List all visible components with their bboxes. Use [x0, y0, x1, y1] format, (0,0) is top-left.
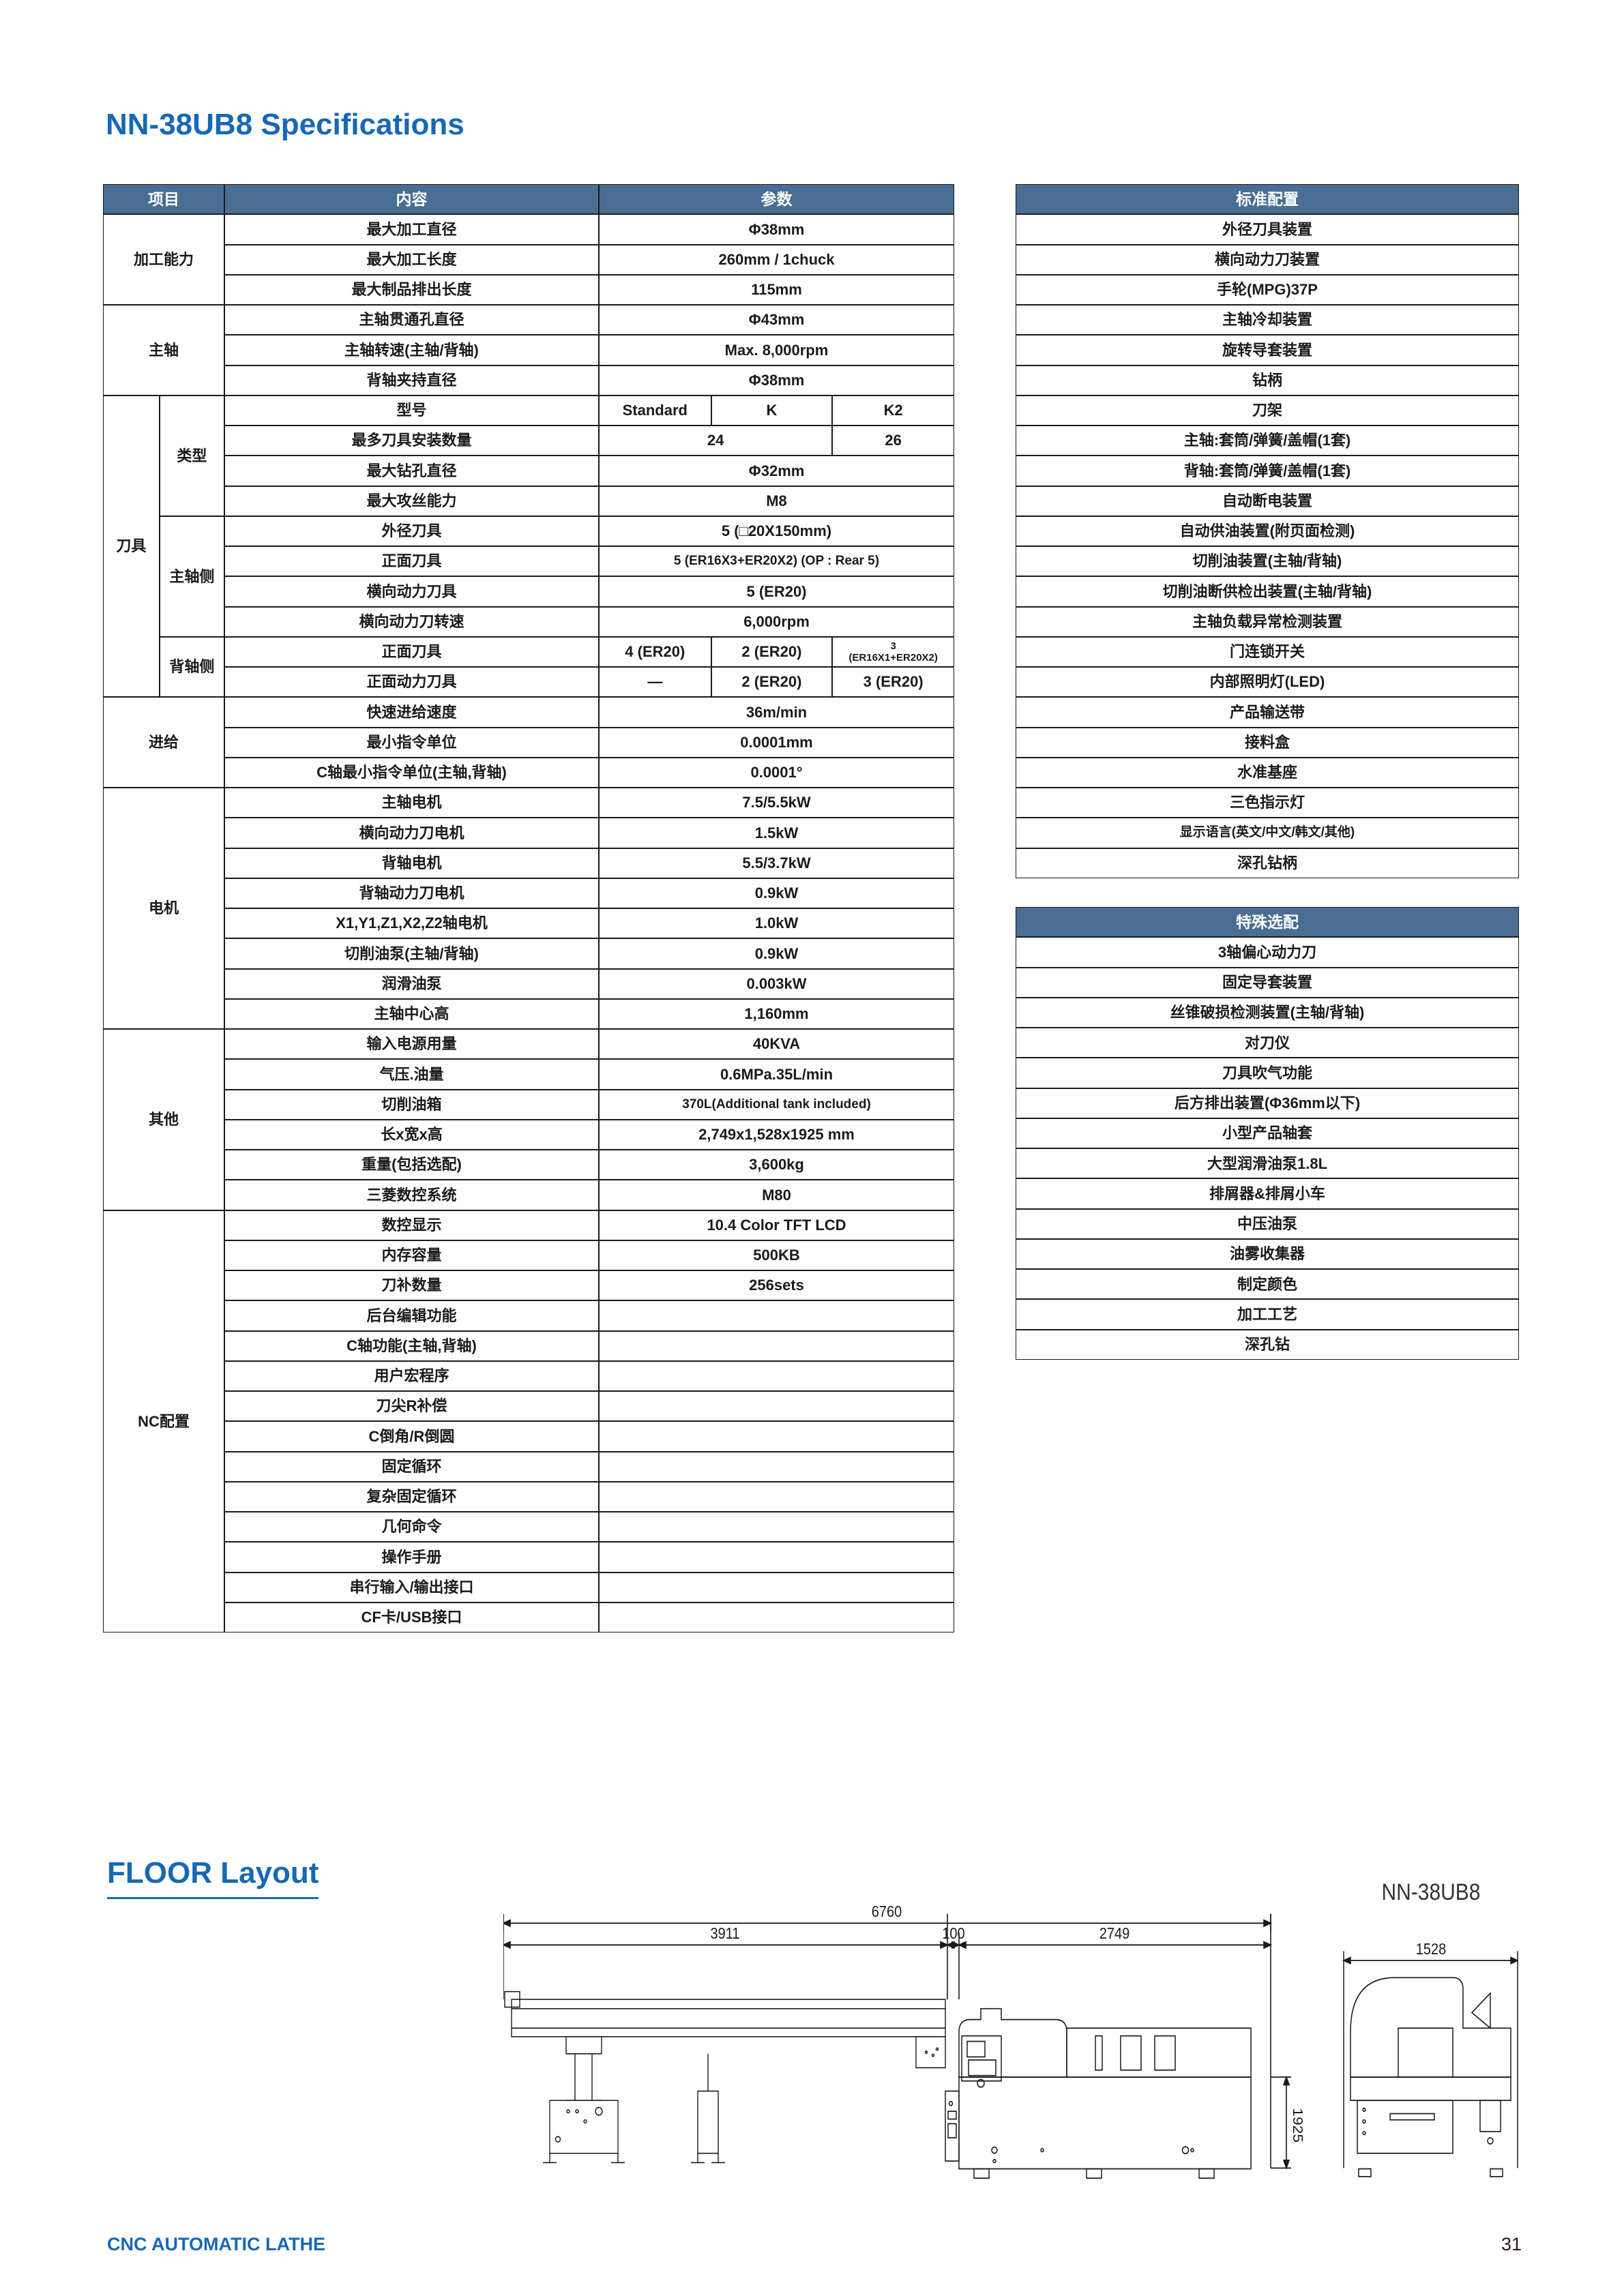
- svg-text:2749: 2749: [1099, 1925, 1130, 1943]
- svg-text:100: 100: [942, 1925, 964, 1943]
- svg-text:6760: 6760: [872, 1903, 902, 1921]
- svg-text:1528: 1528: [1416, 1941, 1446, 1958]
- svg-text:NN-38UB8: NN-38UB8: [1381, 1883, 1480, 1905]
- svg-text:1925: 1925: [1290, 2108, 1305, 2143]
- svg-text:3911: 3911: [710, 1925, 739, 1943]
